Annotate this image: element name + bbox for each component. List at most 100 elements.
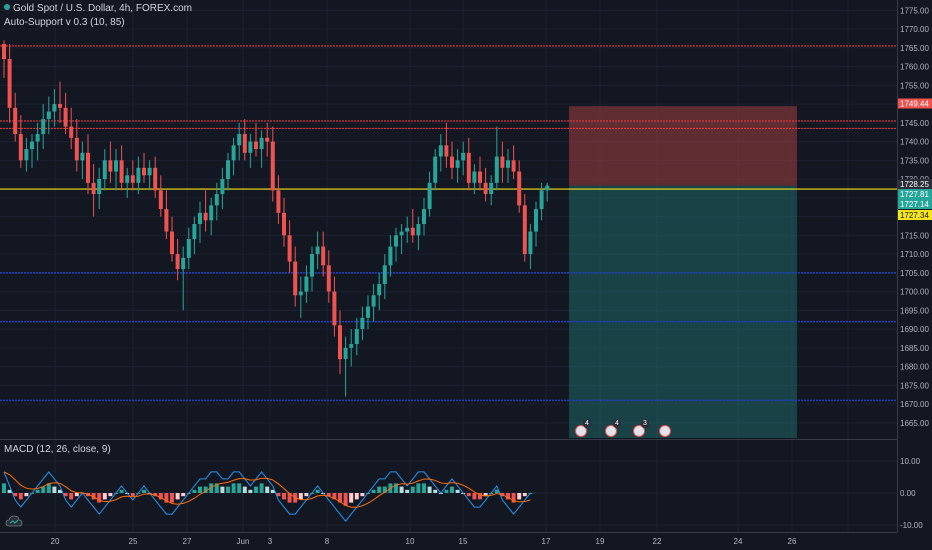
macd-line[interactable]: [3, 471, 531, 522]
candle-body[interactable]: [377, 284, 382, 296]
candle-body[interactable]: [366, 306, 370, 318]
candle-body[interactable]: [91, 182, 96, 195]
candle-body[interactable]: [382, 265, 387, 285]
candle-body[interactable]: [254, 141, 258, 150]
macd-pane[interactable]: [2, 471, 533, 522]
candle-body[interactable]: [522, 205, 527, 255]
support-resistance-lines[interactable]: [0, 45, 897, 402]
candle-body[interactable]: [175, 254, 180, 270]
candle-body[interactable]: [248, 141, 253, 153]
candle-body[interactable]: [80, 152, 85, 161]
candle-body[interactable]: [158, 190, 163, 210]
candle-body[interactable]: [170, 231, 174, 255]
candle-body[interactable]: [142, 167, 146, 176]
candle-body[interactable]: [125, 175, 130, 183]
candle-body[interactable]: [388, 246, 393, 266]
candle-body[interactable]: [242, 134, 247, 153]
candle-body[interactable]: [315, 246, 320, 255]
candle-body[interactable]: [287, 235, 292, 262]
candle-body[interactable]: [427, 182, 432, 210]
candle-body[interactable]: [349, 344, 354, 348]
candle-body[interactable]: [220, 179, 225, 195]
candle-body[interactable]: [231, 145, 236, 161]
candle-body[interactable]: [181, 257, 186, 270]
candle-body[interactable]: [164, 209, 169, 232]
candle-body[interactable]: [343, 347, 348, 360]
candle-body[interactable]: [304, 276, 309, 292]
candle-body[interactable]: [226, 160, 230, 180]
candle-body[interactable]: [198, 212, 202, 225]
tradingview-logo-icon[interactable]: [5, 515, 23, 529]
candle-body[interactable]: [69, 126, 74, 138]
candle-body[interactable]: [472, 171, 477, 183]
candle-body[interactable]: [326, 265, 331, 292]
candle-body[interactable]: [528, 231, 533, 255]
candle-body[interactable]: [511, 160, 516, 172]
price-label[interactable]: [898, 98, 932, 109]
candle-body[interactable]: [214, 194, 219, 206]
candle-body[interactable]: [24, 149, 29, 161]
candle-body[interactable]: [506, 160, 510, 168]
candle-body[interactable]: [74, 137, 79, 161]
candle-body[interactable]: [52, 104, 57, 112]
candle-body[interactable]: [2, 44, 6, 60]
candle-body[interactable]: [282, 212, 286, 236]
candle-body[interactable]: [466, 152, 471, 183]
candle-body[interactable]: [119, 160, 124, 183]
candle-body[interactable]: [102, 160, 107, 180]
candle-body[interactable]: [265, 137, 270, 142]
candle-body[interactable]: [371, 295, 376, 307]
macd-legend[interactable]: MACD (12, 26, close, 9): [4, 444, 111, 455]
candle-body[interactable]: [483, 182, 488, 195]
candle-body[interactable]: [332, 291, 337, 326]
candle-body[interactable]: [321, 246, 326, 266]
indicator-legend[interactable]: Auto-Support v 0.3 (10, 85): [4, 17, 125, 28]
candle-body[interactable]: [461, 152, 466, 161]
candle-body[interactable]: [534, 209, 538, 232]
candle-body[interactable]: [438, 145, 443, 157]
candle-body[interactable]: [416, 224, 421, 236]
candle-body[interactable]: [203, 212, 208, 221]
candle-body[interactable]: [354, 329, 359, 345]
candle-body[interactable]: [399, 231, 404, 236]
symbol-legend[interactable]: Gold Spot / U.S. Dollar, 4h, FOREX.com: [4, 3, 192, 14]
price-label[interactable]: [898, 199, 932, 209]
price-label[interactable]: [898, 179, 932, 189]
take-profit-zone[interactable]: [569, 185, 797, 438]
candle-body[interactable]: [209, 205, 214, 221]
candle-body[interactable]: [478, 171, 482, 183]
candle-body[interactable]: [450, 156, 454, 168]
candle-body[interactable]: [394, 235, 398, 247]
candle-body[interactable]: [338, 325, 342, 360]
candle-body[interactable]: [276, 190, 281, 213]
candle-body[interactable]: [433, 156, 438, 183]
candle-body[interactable]: [360, 317, 365, 330]
candle-body[interactable]: [298, 291, 303, 296]
price-label[interactable]: [898, 189, 932, 199]
price-label[interactable]: [898, 210, 932, 220]
candle-body[interactable]: [270, 141, 275, 191]
candle-body[interactable]: [405, 227, 410, 232]
candle-body[interactable]: [259, 137, 264, 150]
signal-line[interactable]: [3, 471, 531, 508]
candle-body[interactable]: [41, 119, 46, 135]
candle-body[interactable]: [494, 156, 499, 183]
candle-body[interactable]: [444, 145, 449, 157]
candle-body[interactable]: [35, 134, 40, 142]
candle-body[interactable]: [30, 141, 34, 150]
candle-body[interactable]: [237, 134, 242, 146]
candle-body[interactable]: [517, 171, 522, 206]
candle-body[interactable]: [192, 224, 197, 240]
candle-body[interactable]: [293, 261, 298, 296]
candle-body[interactable]: [153, 167, 158, 191]
candle-body[interactable]: [18, 134, 23, 161]
stop-loss-zone[interactable]: [569, 106, 797, 186]
candle-body[interactable]: [130, 175, 135, 183]
position-box[interactable]: [569, 106, 797, 438]
candle-body[interactable]: [97, 179, 102, 195]
candle-body[interactable]: [13, 107, 18, 135]
candle-body[interactable]: [63, 107, 68, 127]
candle-body[interactable]: [489, 182, 494, 195]
candle-body[interactable]: [410, 227, 415, 236]
candle-body[interactable]: [422, 209, 426, 225]
